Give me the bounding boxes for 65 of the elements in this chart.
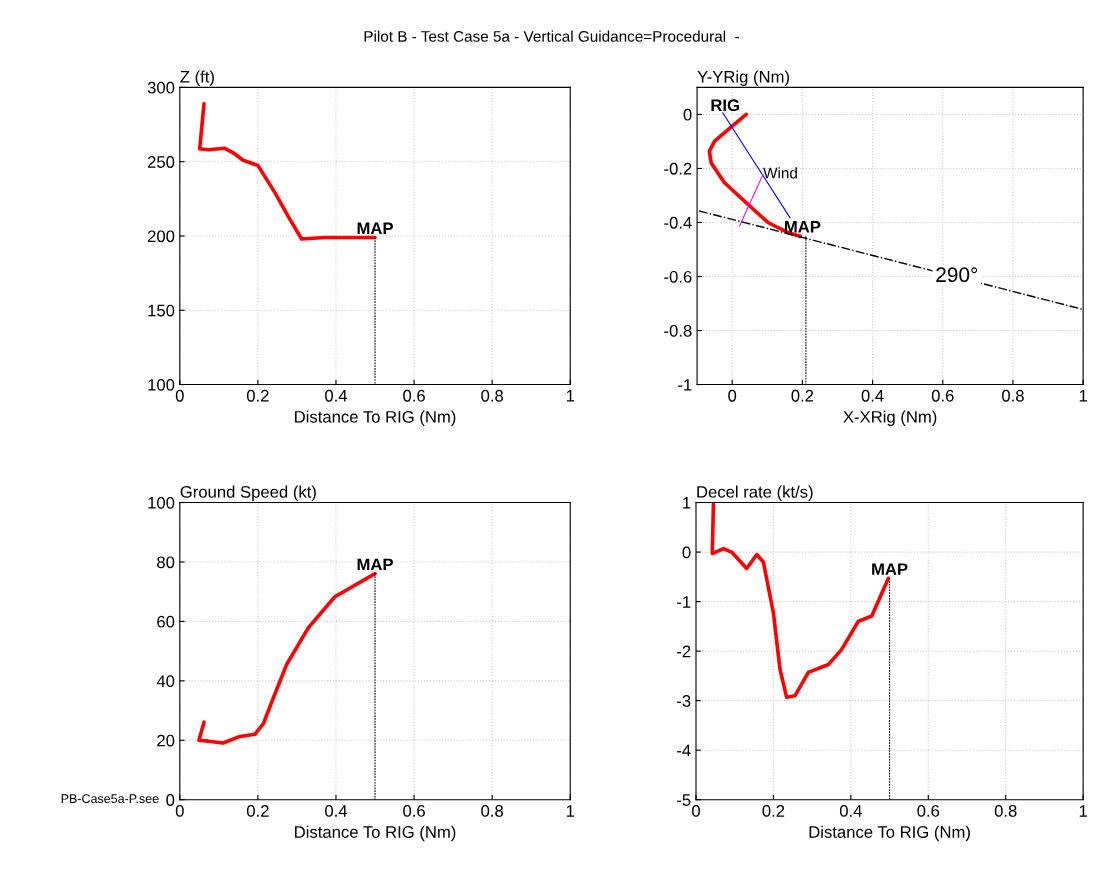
x-tick-label: 0.2 bbox=[246, 389, 269, 402]
annotation: MAP bbox=[784, 221, 821, 233]
x-tick-label: 0.6 bbox=[403, 805, 425, 817]
x-tick-label: 1 bbox=[1079, 390, 1087, 402]
y-axis-title: Y-YRig (Nm) bbox=[697, 70, 789, 86]
annotation: MAP bbox=[872, 563, 908, 575]
x-tick-label: 0.2 bbox=[791, 389, 814, 402]
x-tick-label: 1 bbox=[566, 805, 575, 817]
x-axis-title: Distance To RIG (Nm) bbox=[295, 825, 456, 842]
y-tick-label: -4 bbox=[677, 744, 691, 757]
x-tick-label: 1 bbox=[566, 390, 575, 402]
x-tick-label: 0.8 bbox=[481, 805, 504, 817]
x-tick-label: 0 bbox=[175, 389, 184, 402]
x-tick-label: 0 bbox=[692, 805, 700, 817]
y-tick-label: 0 bbox=[166, 794, 175, 806]
y-tick-label: 200 bbox=[147, 230, 175, 243]
x-tick-label: 0 bbox=[175, 805, 184, 817]
x-tick-label: 0.4 bbox=[861, 389, 884, 402]
y-tick-label: -2 bbox=[677, 645, 691, 658]
x-tick-label: 0.8 bbox=[1002, 389, 1024, 402]
annotation: 290° bbox=[936, 267, 978, 283]
y-tick-label: 60 bbox=[157, 615, 175, 628]
annotation: RIG bbox=[711, 99, 739, 112]
x-tick-label: 0.8 bbox=[481, 389, 504, 402]
y-tick-label: -5 bbox=[677, 794, 691, 806]
y-tick-label: 40 bbox=[156, 675, 175, 688]
x-tick-label: 0.2 bbox=[762, 805, 785, 817]
chart-title: Pilot B - Test Case 5a - Vertical Guidance=Procedural - bbox=[364, 30, 739, 42]
x-tick-label: 0 bbox=[728, 389, 737, 402]
y-tick-label: 0 bbox=[683, 108, 692, 121]
y-axis-title: Decel rate (kt/s) bbox=[697, 485, 813, 502]
y-tick-label: -0.8 bbox=[664, 324, 692, 337]
x-tick-label: 0.4 bbox=[839, 805, 862, 817]
x-axis-title: Distance To RIG (Nm) bbox=[809, 825, 970, 842]
y-tick-label: -0.4 bbox=[664, 216, 692, 229]
x-tick-label: 0.4 bbox=[325, 389, 348, 402]
y-tick-label: -3 bbox=[677, 695, 691, 707]
y-tick-label: 100 bbox=[148, 496, 175, 509]
x-tick-label: 1 bbox=[1079, 805, 1087, 817]
y-axis-title: Ground Speed (kt) bbox=[180, 485, 316, 502]
text: PB-Case5a-P.see bbox=[61, 794, 159, 804]
x-tick-label: 0.6 bbox=[403, 389, 425, 402]
y-tick-label: -0.6 bbox=[664, 270, 692, 283]
x-tick-label: 0.6 bbox=[917, 805, 940, 817]
y-tick-label: 300 bbox=[147, 81, 175, 94]
y-tick-label: 0 bbox=[682, 546, 691, 559]
y-tick-label: 100 bbox=[148, 378, 175, 391]
x-tick-label: 0.8 bbox=[994, 805, 1017, 817]
x-tick-label: 0.6 bbox=[931, 389, 954, 402]
y-tick-label: 1 bbox=[683, 497, 691, 509]
y-tick-label: -1 bbox=[678, 379, 692, 391]
y-axis-title: Z (ft) bbox=[180, 70, 214, 86]
annotation: MAP bbox=[357, 558, 393, 571]
x-axis-title: Distance To RIG (Nm) bbox=[295, 410, 456, 427]
x-axis-title: X-XRig (Nm) bbox=[843, 410, 937, 427]
annotation: MAP bbox=[357, 222, 393, 235]
y-tick-label: 80 bbox=[157, 556, 175, 569]
y-tick-label: 20 bbox=[157, 734, 175, 747]
x-tick-label: 0.4 bbox=[325, 805, 348, 817]
y-tick-label: 150 bbox=[148, 304, 175, 317]
y-tick-label: -1 bbox=[677, 596, 691, 608]
annotation: Wind bbox=[763, 167, 797, 179]
y-tick-label: -0.2 bbox=[664, 162, 692, 175]
y-tick-label: 250 bbox=[147, 156, 175, 168]
x-tick-label: 0.2 bbox=[246, 805, 269, 817]
